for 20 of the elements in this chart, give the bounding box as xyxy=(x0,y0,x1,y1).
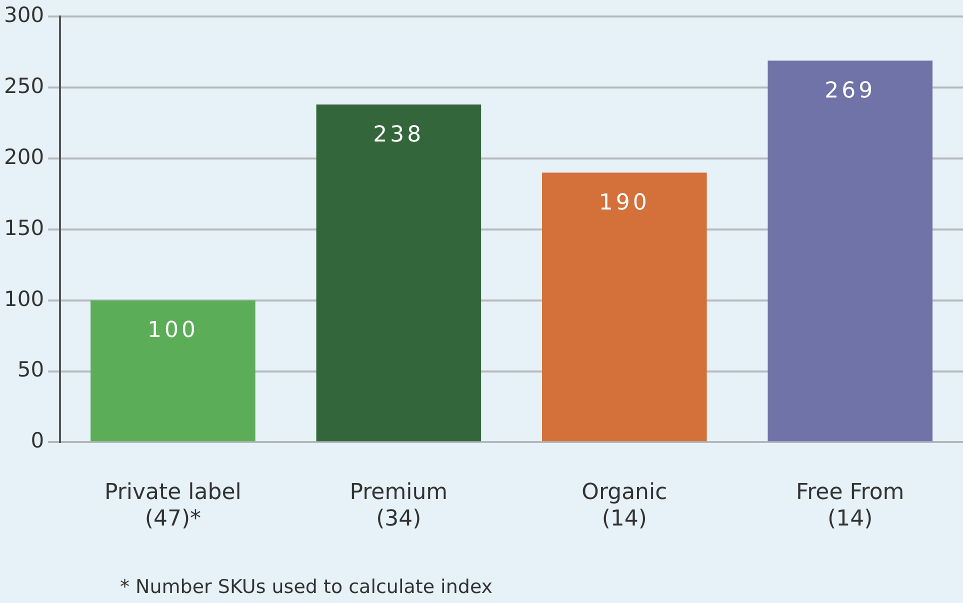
x-tick-label: Premium (34) xyxy=(350,480,448,532)
x-tick-label: Free From (14) xyxy=(796,480,904,532)
x-tick-label: Private label (47)* xyxy=(104,480,242,532)
text: * Number SKUs used to calculate index xyxy=(120,576,493,598)
y-tick-label: 0 xyxy=(30,428,44,453)
y-tick-label: 150 xyxy=(4,216,44,240)
bar xyxy=(90,300,256,442)
data-label: 269 xyxy=(824,78,876,104)
y-tick-label: 250 xyxy=(4,74,44,98)
y-tick-label: 300 xyxy=(4,3,44,28)
bar xyxy=(316,104,482,442)
data-label: 100 xyxy=(147,318,198,344)
data-label: 190 xyxy=(598,190,650,216)
y-tick-label: 50 xyxy=(17,358,44,382)
bar xyxy=(542,172,707,442)
data-label: 238 xyxy=(373,122,424,148)
y-tick-label: 100 xyxy=(4,286,44,311)
x-tick-label: Organic (14) xyxy=(582,480,668,532)
y-tick-label: 200 xyxy=(4,144,44,169)
bar xyxy=(768,60,933,442)
